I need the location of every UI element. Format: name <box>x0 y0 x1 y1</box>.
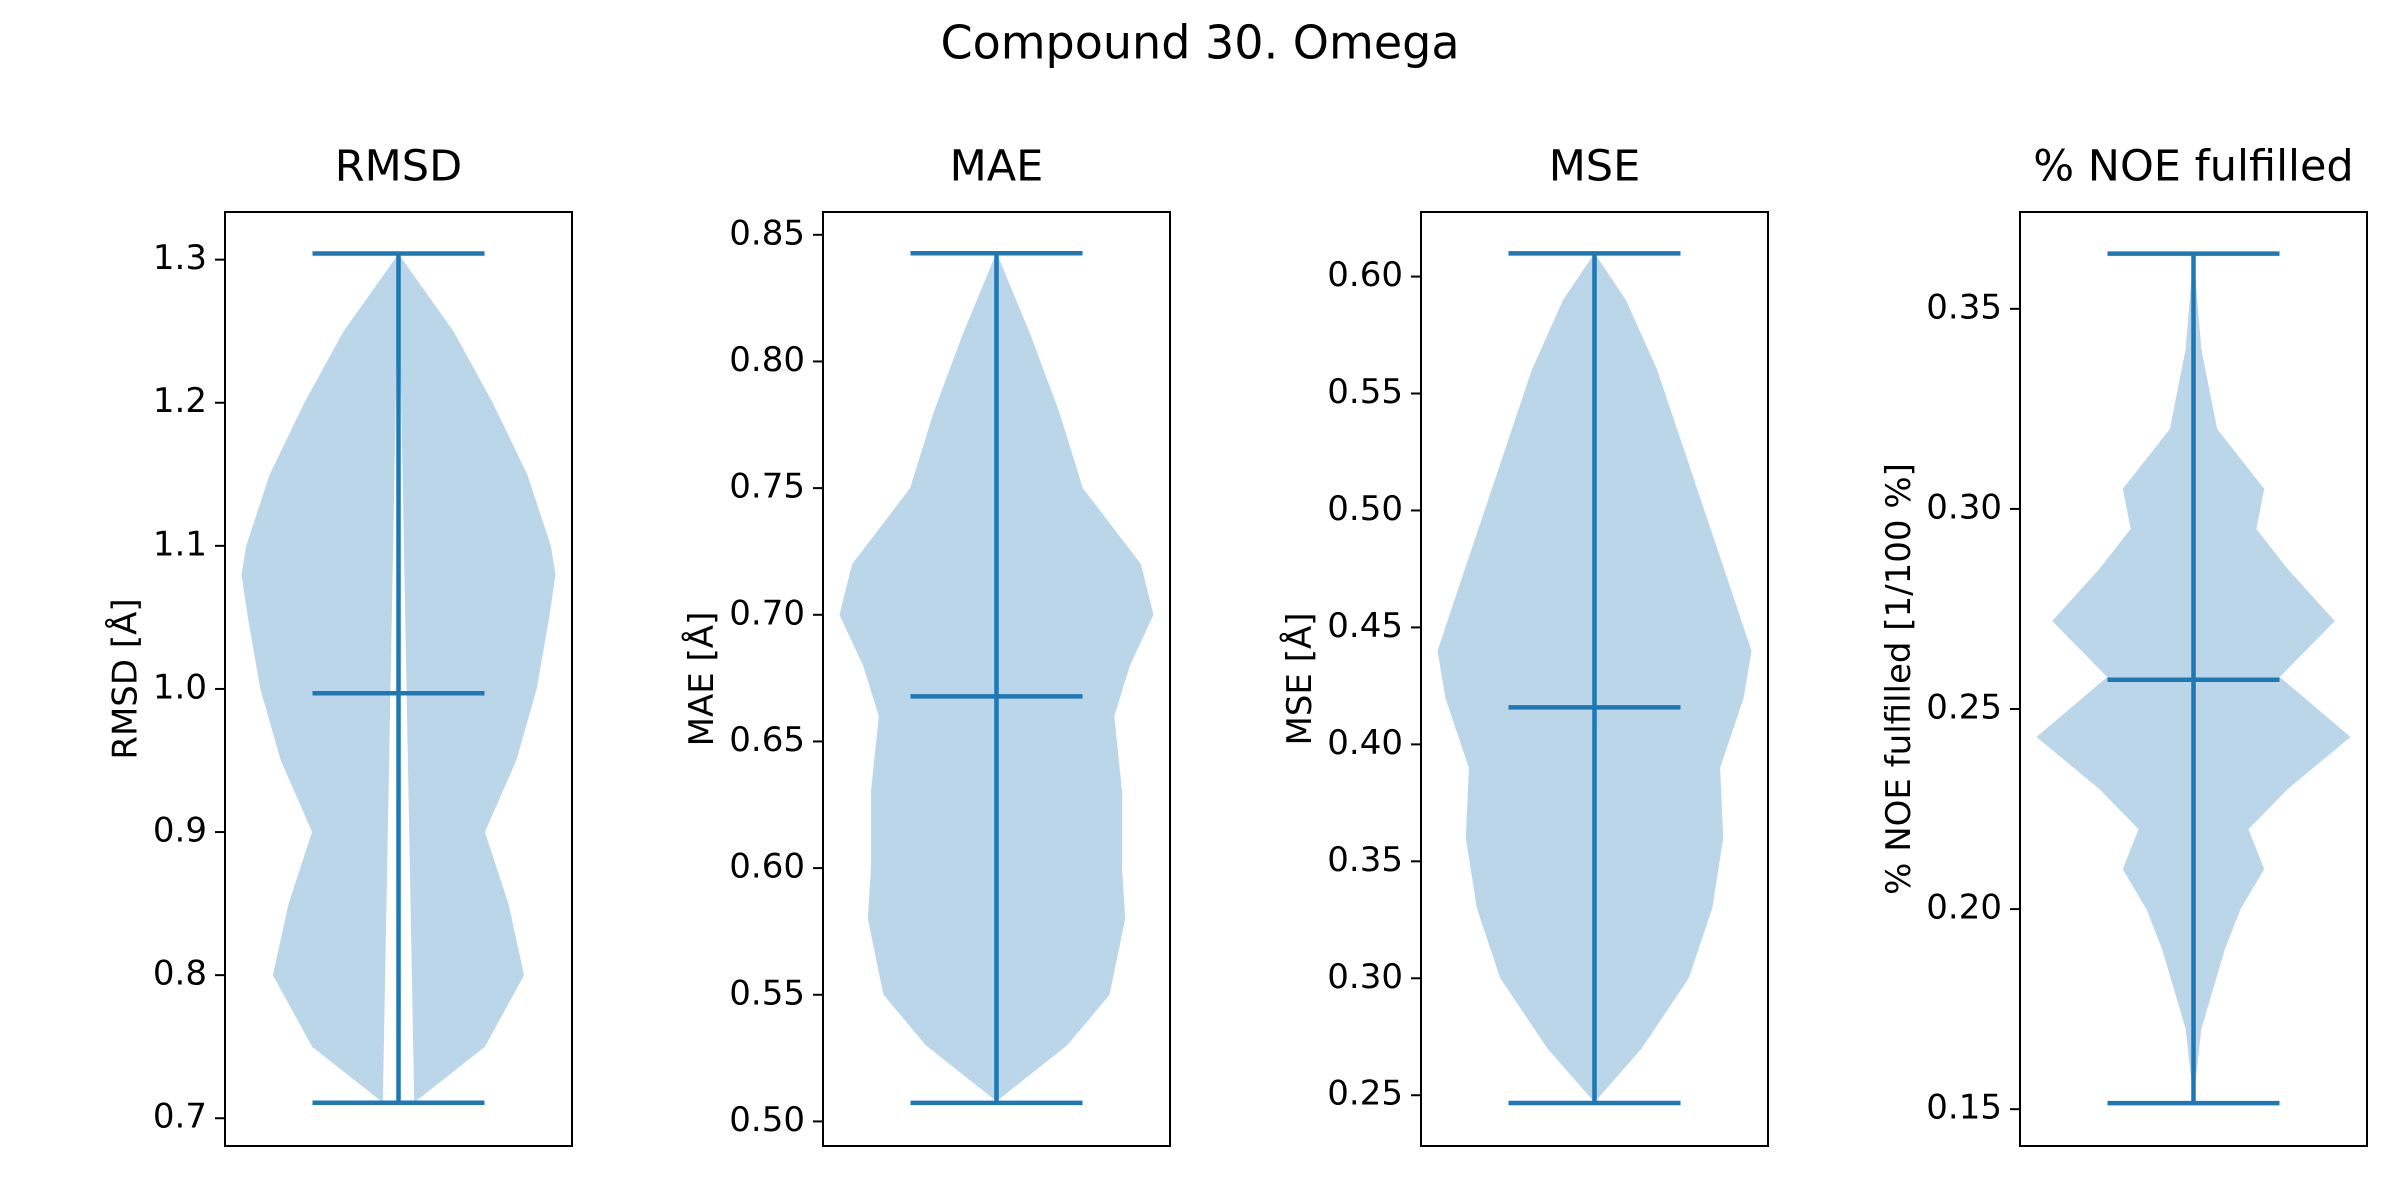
y-tick-label: 0.50 <box>1327 489 1403 529</box>
y-tick-label: 0.9 <box>153 811 207 851</box>
violin-panel: 0.15 0.20 0.25 0.30 0.35 % NOE fulfilled [1/1… <box>1879 142 2368 1147</box>
y-axis-label: % NOE fulfilled [1/100 %] <box>1879 463 1919 895</box>
y-axis-label: MAE [Å] <box>681 612 722 747</box>
y-tick-label: 0.25 <box>1926 688 2002 728</box>
violin-body-left <box>1437 253 1595 1103</box>
y-tick-label: 0.35 <box>1926 287 2002 327</box>
y-tick-label: 0.20 <box>1926 888 2002 928</box>
y-tick-label: 0.30 <box>1327 957 1403 997</box>
y-tick-label: 0.40 <box>1327 723 1403 763</box>
axes-frame <box>1420 211 1769 1147</box>
y-tick-label: 0.55 <box>729 973 805 1013</box>
violin-body-right <box>2193 252 2351 1102</box>
y-tick-label: 0.7 <box>153 1097 207 1137</box>
y-tick-label: 0.80 <box>729 340 805 380</box>
panel-title: MSE <box>1549 142 1641 192</box>
axes-frame <box>2019 211 2368 1147</box>
axes-frame <box>224 211 573 1147</box>
violin-body-left <box>241 253 399 1103</box>
violin-body-left <box>2036 252 2194 1102</box>
y-tick-label: 0.50 <box>729 1100 805 1140</box>
violin-body-left <box>839 252 997 1102</box>
figure-title: Compound 30. Omega <box>940 16 1459 70</box>
y-tick-label: 0.25 <box>1327 1074 1403 1114</box>
y-tick-label: 0.8 <box>153 954 207 994</box>
panel-title: % NOE fulfilled <box>2033 142 2353 192</box>
y-tick-label: 0.55 <box>1327 372 1403 412</box>
y-tick-label: 1.3 <box>153 238 207 278</box>
y-tick-label: 0.45 <box>1327 606 1403 646</box>
y-tick-label: 0.30 <box>1926 487 2002 527</box>
violin-body-right <box>1594 253 1752 1103</box>
y-tick-label: 1.0 <box>153 667 207 707</box>
y-tick-label: 0.75 <box>729 467 805 507</box>
y-tick-label: 1.2 <box>153 381 207 421</box>
violin-body-right <box>996 252 1154 1102</box>
violin-body-right <box>398 253 556 1103</box>
violin-panel: 0.25 0.30 0.35 0.40 0.45 0.50 0.55 0.60 MSE [Å] M… <box>1279 142 1769 1147</box>
y-axis-label: MSE [Å] <box>1279 613 1320 746</box>
axes-frame <box>822 211 1171 1147</box>
y-tick-label: 0.60 <box>1327 255 1403 295</box>
y-tick-label: 0.70 <box>729 593 805 633</box>
y-axis-label: RMSD [Å] <box>104 598 145 759</box>
violin-panel: 0.50 0.55 0.60 0.65 0.70 0.75 0.80 0.85 MAE [Å] M… <box>681 142 1171 1147</box>
y-tick-label: 0.85 <box>729 213 805 253</box>
panel-title: RMSD <box>335 142 462 192</box>
violin-panel: 0.7 0.8 0.9 1.0 1.1 1.2 1.3 RMSD [Å] RMSD <box>104 142 573 1147</box>
y-tick-label: 0.65 <box>729 720 805 760</box>
panel-title: MAE <box>950 142 1044 192</box>
y-tick-label: 0.35 <box>1327 840 1403 880</box>
y-tick-label: 0.60 <box>729 847 805 887</box>
y-tick-label: 0.15 <box>1926 1088 2002 1128</box>
y-tick-label: 1.1 <box>153 524 207 564</box>
